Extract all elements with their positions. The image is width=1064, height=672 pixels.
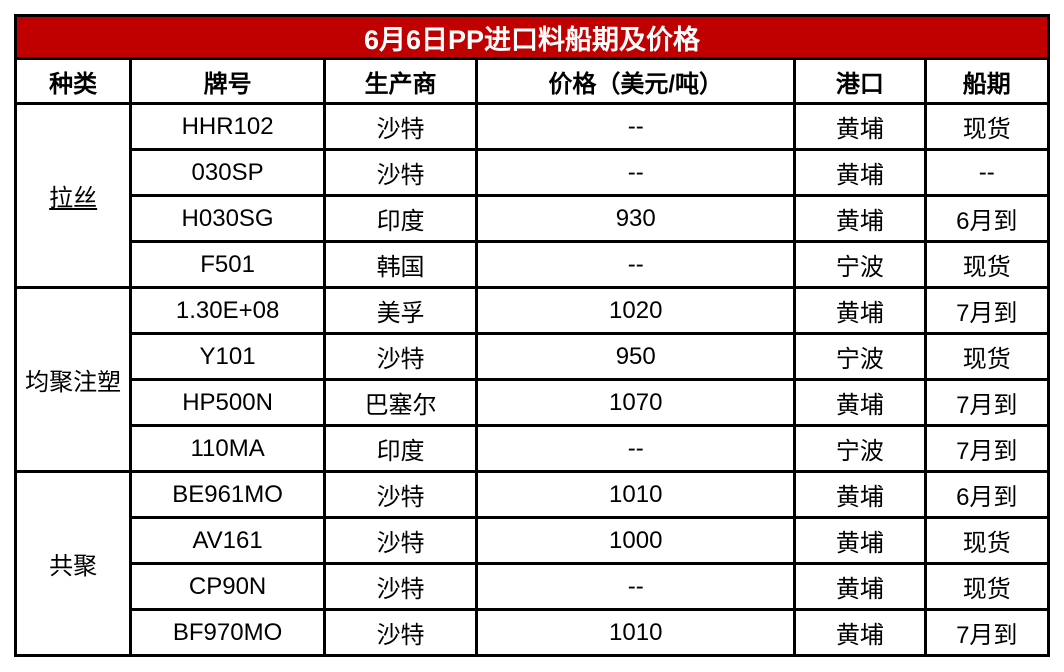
header-schedule: 船期 (923, 57, 1051, 105)
cell-port: 黄埔 (793, 378, 927, 427)
cell-price: 1010 (475, 608, 797, 657)
table-row: CP90N 沙特 -- 黄埔 现货 (16, 562, 1051, 611)
cell-schedule: -- (923, 148, 1051, 197)
cell-brand: F501 (129, 240, 326, 289)
cell-schedule: 现货 (923, 562, 1051, 611)
cell-schedule: 7月到 (923, 378, 1051, 427)
cell-schedule: 现货 (923, 332, 1051, 381)
cell-brand: Y101 (129, 332, 326, 381)
cell-producer: 沙特 (322, 470, 479, 519)
cell-schedule: 现货 (923, 516, 1051, 565)
cell-port: 黄埔 (793, 194, 927, 243)
header-port: 港口 (793, 57, 927, 105)
cell-producer: 印度 (322, 424, 479, 473)
table-header-row: 种类 牌号 生产商 价格（美元/吨） 港口 船期 (13, 57, 1051, 105)
header-producer: 生产商 (322, 57, 479, 105)
cell-brand: HP500N (129, 378, 326, 427)
cell-schedule: 现货 (923, 240, 1051, 289)
cell-producer: 沙特 (322, 102, 479, 151)
table-row: H030SG 印度 930 黄埔 6月到 (16, 194, 1051, 243)
cell-schedule: 7月到 (923, 608, 1051, 657)
table-row: 拉丝 HHR102 沙特 -- 黄埔 现货 (13, 102, 1051, 289)
cell-port: 黄埔 (793, 148, 927, 197)
cell-producer: 美孚 (322, 286, 479, 335)
cell-price: 950 (475, 332, 797, 381)
cell-schedule: 7月到 (923, 286, 1051, 335)
table-title-row: 6月6日PP进口料船期及价格 (14, 14, 1050, 60)
header-category: 种类 (13, 57, 133, 105)
cell-port: 黄埔 (793, 516, 927, 565)
cell-port: 宁波 (793, 240, 927, 289)
header-brand: 牌号 (129, 57, 326, 105)
category-cell: 共聚 (13, 470, 133, 657)
table-title: 6月6日PP进口料船期及价格 (14, 14, 1050, 60)
cell-price: -- (475, 424, 797, 473)
table-row: 030SP 沙特 -- 黄埔 -- (16, 148, 1051, 197)
table-row: AV161 沙特 1000 黄埔 现货 (16, 516, 1051, 565)
cell-schedule: 6月到 (923, 470, 1051, 519)
cell-brand: 030SP (129, 148, 326, 197)
table-row: BF970MO 沙特 1010 黄埔 7月到 (16, 608, 1051, 657)
cell-producer: 沙特 (322, 332, 479, 381)
cell-schedule: 现货 (923, 102, 1051, 151)
cell-price: 1020 (475, 286, 797, 335)
cell-price: 1070 (475, 378, 797, 427)
cell-brand: HHR102 (129, 102, 326, 151)
cell-producer: 巴塞尔 (322, 378, 479, 427)
cell-brand: 110MA (129, 424, 326, 473)
table-row: 均聚注塑 1.30E+08 美孚 1020 黄埔 7月到 (13, 286, 1051, 473)
category-cell: 拉丝 (13, 102, 133, 289)
cell-brand: CP90N (129, 562, 326, 611)
category-cell: 均聚注塑 (13, 286, 133, 473)
table-row: Y101 沙特 950 宁波 现货 (16, 332, 1051, 381)
table-row: F501 韩国 -- 宁波 现货 (16, 240, 1051, 289)
cell-port: 黄埔 (793, 286, 927, 335)
table-row: 共聚 BE961MO 沙特 1010 黄埔 6月到 (13, 470, 1051, 657)
cell-brand: AV161 (129, 516, 326, 565)
cell-producer: 沙特 (322, 562, 479, 611)
cell-brand: 1.30E+08 (129, 286, 326, 335)
cell-producer: 印度 (322, 194, 479, 243)
cell-port: 黄埔 (793, 470, 927, 519)
cell-brand: H030SG (129, 194, 326, 243)
cell-price: 1010 (475, 470, 797, 519)
pp-import-price-table: 6月6日PP进口料船期及价格 种类 牌号 生产商 价格（美元/吨） 港口 船期 … (13, 14, 1051, 657)
cell-price: 930 (475, 194, 797, 243)
cell-price: -- (475, 240, 797, 289)
cell-port: 黄埔 (793, 608, 927, 657)
cell-port: 黄埔 (793, 102, 927, 151)
cell-price: -- (475, 562, 797, 611)
cell-brand: BF970MO (129, 608, 326, 657)
cell-port: 宁波 (793, 424, 927, 473)
cell-producer: 沙特 (322, 148, 479, 197)
cell-price: -- (475, 102, 797, 151)
header-price: 价格（美元/吨） (475, 57, 797, 105)
cell-producer: 沙特 (322, 516, 479, 565)
table-row: HP500N 巴塞尔 1070 黄埔 7月到 (16, 378, 1051, 427)
cell-producer: 沙特 (322, 608, 479, 657)
cell-producer: 韩国 (322, 240, 479, 289)
cell-port: 黄埔 (793, 562, 927, 611)
table-row: 110MA 印度 -- 宁波 7月到 (16, 424, 1051, 473)
cell-price: 1000 (475, 516, 797, 565)
cell-brand: BE961MO (129, 470, 326, 519)
cell-price: -- (475, 148, 797, 197)
cell-schedule: 6月到 (923, 194, 1051, 243)
cell-schedule: 7月到 (923, 424, 1051, 473)
cell-port: 宁波 (793, 332, 927, 381)
